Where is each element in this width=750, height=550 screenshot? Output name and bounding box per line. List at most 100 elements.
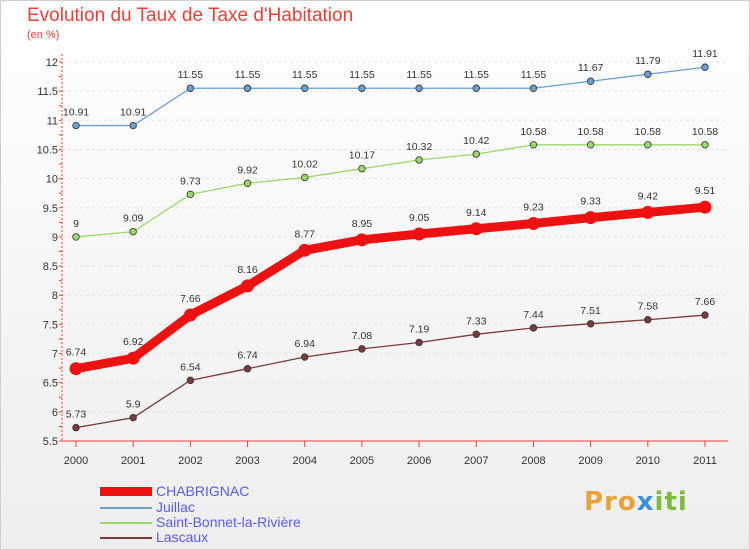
brand-logo: Proxiti [584, 487, 688, 517]
y-tick-label: 6.5 [43, 378, 58, 390]
data-label: 11.79 [635, 55, 661, 67]
legend-swatch [100, 537, 152, 539]
data-point [72, 233, 80, 241]
data-label: 8.95 [352, 218, 373, 230]
data-label: 6.54 [180, 361, 201, 373]
data-point [472, 150, 480, 158]
data-label: 7.08 [352, 330, 373, 342]
x-tick-label: 2000 [64, 455, 88, 467]
data-point [241, 279, 255, 293]
data-label: 9.23 [523, 202, 544, 214]
data-label: 10.91 [63, 107, 89, 119]
data-label: 10.91 [120, 107, 146, 119]
data-label: 11.55 [349, 69, 375, 81]
data-label: 11.55 [406, 69, 432, 81]
series-line [71, 202, 710, 374]
data-label: 9.92 [237, 164, 258, 176]
x-tick-label: 2002 [178, 455, 202, 467]
chart-subtitle: (en %) [27, 29, 60, 41]
y-tick-label: 9 [52, 232, 58, 244]
data-label: 7.66 [695, 296, 716, 308]
data-point [129, 227, 137, 236]
x-tick-label: 2004 [292, 455, 316, 467]
data-point [644, 141, 652, 149]
series-line [75, 144, 706, 238]
data-label: 9.51 [695, 185, 716, 197]
data-label: 9.05 [409, 212, 430, 224]
data-point [469, 222, 483, 236]
data-label: 6.74 [237, 350, 258, 362]
data-label: 10.42 [463, 135, 489, 147]
data-label: 10.58 [577, 126, 603, 138]
data-label: 8.16 [237, 264, 258, 276]
data-label: 7.19 [409, 323, 430, 335]
data-point [586, 320, 595, 328]
data-label: 11.55 [464, 69, 490, 81]
y-tick-label: 7.5 [43, 319, 58, 331]
data-point [472, 330, 480, 338]
data-label: 6.92 [123, 336, 144, 348]
data-label: 10.58 [692, 126, 718, 138]
data-label: 9.14 [466, 207, 487, 219]
data-label: 7.58 [638, 301, 659, 313]
data-point [415, 338, 423, 347]
data-label: 11.91 [692, 48, 718, 60]
data-point [298, 243, 312, 257]
y-tick-label: 8.5 [43, 261, 58, 273]
data-point [701, 141, 709, 149]
data-point [586, 141, 595, 149]
data-label: 9.33 [580, 196, 601, 208]
data-point [586, 77, 595, 85]
x-tick-label: 2005 [350, 455, 374, 467]
data-label: 5.73 [66, 409, 87, 421]
data-point [126, 351, 140, 365]
legend-swatch [100, 487, 152, 496]
data-label: 10.58 [520, 126, 546, 138]
data-point [526, 217, 540, 231]
y-tick-label: 10 [46, 174, 58, 186]
data-label: 11.55 [292, 69, 318, 81]
data-label: 11.55 [235, 69, 261, 81]
x-tick-label: 2007 [464, 455, 488, 467]
data-label: 5.9 [126, 399, 141, 411]
series-line [75, 314, 706, 429]
data-point [355, 233, 369, 247]
data-point [529, 324, 538, 332]
data-point [243, 364, 252, 373]
data-point [183, 308, 197, 322]
data-point [698, 200, 712, 214]
data-point [529, 84, 538, 92]
data-point [186, 376, 195, 385]
legend-swatch [100, 522, 152, 524]
data-point [701, 311, 709, 319]
data-label: 8.77 [295, 228, 316, 240]
data-point [415, 84, 423, 92]
data-point [243, 84, 252, 92]
data-label: 10.32 [406, 141, 432, 153]
chart-title: Evolution du Taux de Taxe d'Habitation [27, 5, 354, 26]
data-point [641, 205, 655, 219]
data-point [69, 362, 83, 376]
data-point [644, 316, 652, 324]
data-point [301, 84, 309, 92]
data-point [701, 63, 709, 71]
data-point [415, 156, 423, 164]
y-tick-label: 9.5 [43, 203, 58, 215]
data-label: 9 [73, 218, 79, 230]
x-tick-label: 2010 [636, 455, 660, 467]
data-label: 9.73 [180, 175, 201, 187]
data-point [243, 179, 252, 187]
x-tick-label: 2011 [693, 455, 717, 467]
data-label: 11.55 [178, 69, 204, 81]
y-tick-label: 11 [47, 115, 58, 127]
data-point [129, 413, 137, 422]
y-tick-label: 6 [52, 407, 58, 419]
data-label: 9.09 [123, 213, 144, 225]
data-point [72, 423, 80, 432]
data-label: 11.55 [521, 69, 547, 81]
data-point [358, 84, 366, 92]
x-tick-label: 2003 [235, 455, 259, 467]
data-point [301, 353, 309, 361]
